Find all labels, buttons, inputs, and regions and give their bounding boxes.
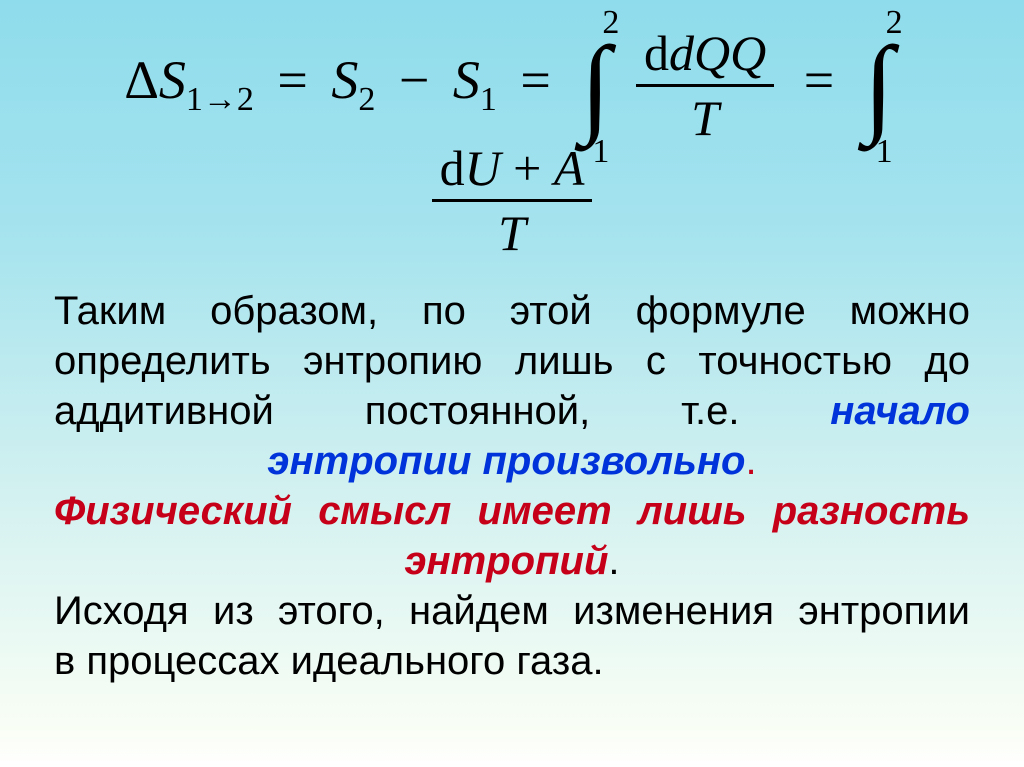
int1-symbol: ∫ (580, 24, 610, 146)
sub-1to2: 1→2 (186, 81, 254, 118)
s-var-2: S (331, 50, 358, 110)
den-t1: T (636, 87, 774, 143)
dot-1: . (745, 439, 756, 483)
s-var-3: S (453, 50, 480, 110)
line-5: Физический смысл имеет лишь разность (54, 486, 970, 536)
int1-lower: 1 (592, 135, 609, 169)
line-6: энтропий. (54, 536, 970, 586)
line-7: Исходя из этого, найдем изменения энтроп… (54, 586, 970, 636)
frac-dq-t: ddQQ T (636, 28, 774, 143)
eq-3: = (804, 50, 834, 110)
slide: ΔS1→2 = S2 − S1 = 2 ∫ 1 ddQQ T = 2 ∫ 1 d… (0, 0, 1024, 767)
den-t2: T (432, 202, 593, 258)
s-var-1: S (159, 50, 186, 110)
integral-1: 2 ∫ 1 (574, 36, 616, 135)
int2-symbol: ∫ (864, 24, 894, 146)
int2-upper: 2 (886, 6, 903, 40)
blue-phrase-end: энтропии произвольно (267, 439, 745, 483)
sub-1a: 1 (480, 81, 497, 118)
line-2: определить энтропию лишь с точностью до (54, 336, 970, 386)
int1-upper: 2 (602, 6, 619, 40)
num-du-a: dU + A (432, 143, 593, 202)
line-3: аддитивной постоянной, т.е. начало (54, 386, 970, 436)
eq-2: = (520, 50, 550, 110)
eq-1: = (277, 50, 307, 110)
body-paragraph: Таким образом, по этой формуле можно опр… (54, 286, 970, 686)
delta-symbol: Δ (124, 50, 159, 110)
minus: − (399, 50, 429, 110)
line-4: энтропии произвольно. (54, 436, 970, 486)
red-phrase-1: Физический смысл имеет лишь разность (54, 489, 970, 533)
blue-phrase-start: начало (830, 389, 970, 433)
frac-du-a-t: dU + A T (432, 143, 593, 258)
integral-2: 2 ∫ 1 (858, 36, 900, 135)
int2-lower: 1 (876, 135, 893, 169)
sub-2: 2 (358, 81, 375, 118)
line-8: в процессах идеального газа. (54, 636, 970, 686)
dot-2: . (608, 539, 619, 583)
entropy-formula: ΔS1→2 = S2 − S1 = 2 ∫ 1 ddQQ T = 2 ∫ 1 d… (54, 28, 970, 258)
num-dq: ddQQ (636, 28, 774, 87)
red-phrase-2: энтропий (404, 539, 608, 583)
line-1: Таким образом, по этой формуле можно (54, 286, 970, 336)
